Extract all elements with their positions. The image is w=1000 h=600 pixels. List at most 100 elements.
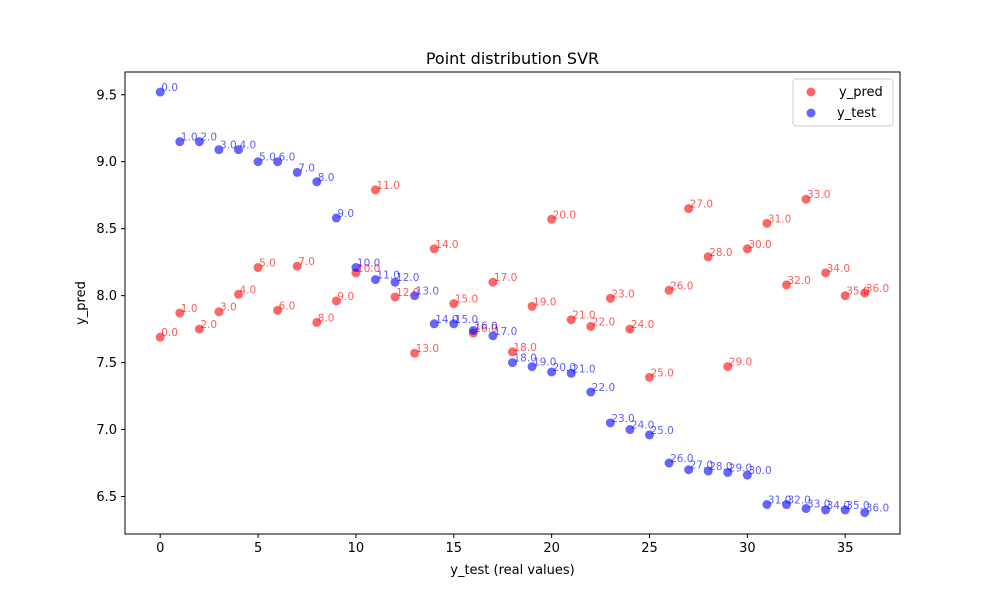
point-y-test [508,358,517,368]
point-label-y-test: 2.0 [200,132,217,144]
point-y-test [860,508,870,518]
point-label-y-pred: 1.0 [181,303,198,315]
point-label-y-pred: 34.0 [827,263,850,275]
point-y-pred [781,280,791,290]
point-y-pred [312,317,322,327]
point-y-test [625,425,635,435]
point-y-pred [625,324,635,334]
point-y-test [214,145,224,155]
point-label-y-test: 35.0 [846,500,869,512]
y-tick-label: 7.0 [96,423,117,438]
point-y-test [703,466,713,476]
legend-label-y-test: y_test [837,106,876,121]
y-axis-ticks: 6.5 7.0 7.5 8.0 8.5 9.0 9.5 [96,88,125,505]
point-label-y-test: 6.0 [279,152,296,164]
point-y-test [566,368,576,378]
point-y-pred [155,332,165,342]
y-tick-label: 7.5 [96,356,117,371]
point-label-y-pred: 14.0 [435,239,458,251]
legend-label-y-pred: y_pred [839,85,883,100]
point-y-test [331,213,341,223]
point-y-test [312,177,322,187]
point-label-y-pred: 25.0 [650,367,673,379]
point-label-y-pred: 9.0 [337,291,354,303]
x-axis-title: y_test (real values) [450,563,574,578]
legend-box [792,78,894,127]
point-label-y-pred: 10.0 [357,263,380,275]
point-label-y-test: 15.0 [455,314,478,326]
point-label-y-test: 8.0 [318,172,335,184]
point-label-y-pred: 36.0 [866,283,889,295]
x-tick-label: 0 [156,541,164,556]
point-label-y-test: 12.0 [396,272,419,284]
x-tick-label: 20 [543,541,560,556]
point-y-pred [547,214,557,224]
point-y-test [605,418,615,428]
point-label-y-pred: 21.0 [572,310,595,322]
point-label-y-test: 25.0 [650,425,673,437]
point-label-y-test: 11.0 [377,270,400,282]
point-label-y-pred: 5.0 [259,258,276,270]
point-label-y-test: 5.0 [259,152,276,164]
point-y-pred [508,347,517,357]
x-tick-label: 5 [254,541,262,556]
plot-frame [124,71,901,535]
point-label-y-pred: 15.0 [455,294,478,306]
point-y-test [821,505,831,515]
point-y-test [723,467,733,477]
point-label-y-pred: 35.0 [846,286,869,298]
point-y-pred [703,252,713,262]
point-label-y-pred: 27.0 [690,199,713,211]
legend-marker-y-test [806,108,816,118]
point-label-y-pred: 30.0 [748,239,771,251]
point-label-y-test: 33.0 [807,499,830,511]
point-label-y-test: 19.0 [533,357,556,369]
marks-layer [155,87,870,518]
chart-title: Point distribution SVR [426,49,599,68]
point-y-test [194,137,204,147]
point-y-pred [488,277,498,287]
point-label-y-pred: 11.0 [377,180,400,192]
legend: y_pred y_test [792,78,894,127]
point-label-y-test: 17.0 [494,326,517,338]
point-y-test [527,362,537,372]
point-y-pred [371,185,381,195]
y-tick-label: 9.5 [96,88,117,103]
point-label-y-pred: 12.0 [396,287,419,299]
point-y-pred [175,308,185,318]
point-label-y-test: 10.0 [357,258,380,270]
point-label-y-pred: 24.0 [631,319,654,331]
point-label-y-pred: 19.0 [533,296,556,308]
point-label-y-pred: 2.0 [200,319,217,331]
point-y-test [410,291,420,301]
point-y-pred [860,288,870,298]
point-y-pred [566,315,576,325]
point-y-test [840,505,850,515]
point-label-y-pred: 3.0 [220,302,237,314]
point-label-y-test: 36.0 [866,503,889,515]
point-y-pred [253,263,263,273]
point-y-test [742,470,752,480]
point-y-pred [605,293,615,303]
point-y-test [762,500,772,510]
point-label-y-test: 32.0 [787,495,810,507]
point-y-pred [527,301,537,311]
point-label-y-test: 31.0 [768,495,791,507]
point-label-y-test: 24.0 [631,420,654,432]
point-y-pred [449,299,459,309]
point-label-y-pred: 22.0 [592,316,615,328]
point-label-y-test: 16.0 [474,320,497,332]
y-tick-label: 6.5 [96,490,117,505]
point-label-y-test: 9.0 [337,208,354,220]
point-label-y-pred: 20.0 [553,209,576,221]
x-tick-label: 35 [837,541,854,556]
point-label-y-pred: 28.0 [709,247,732,259]
point-y-pred [644,372,654,382]
point-label-y-test: 3.0 [220,140,237,152]
point-y-pred [331,296,341,306]
point-y-pred [586,321,596,331]
point-y-test [586,387,596,397]
point-y-test [273,157,283,167]
x-tick-label: 15 [446,541,463,556]
x-tick-label: 30 [739,541,756,556]
